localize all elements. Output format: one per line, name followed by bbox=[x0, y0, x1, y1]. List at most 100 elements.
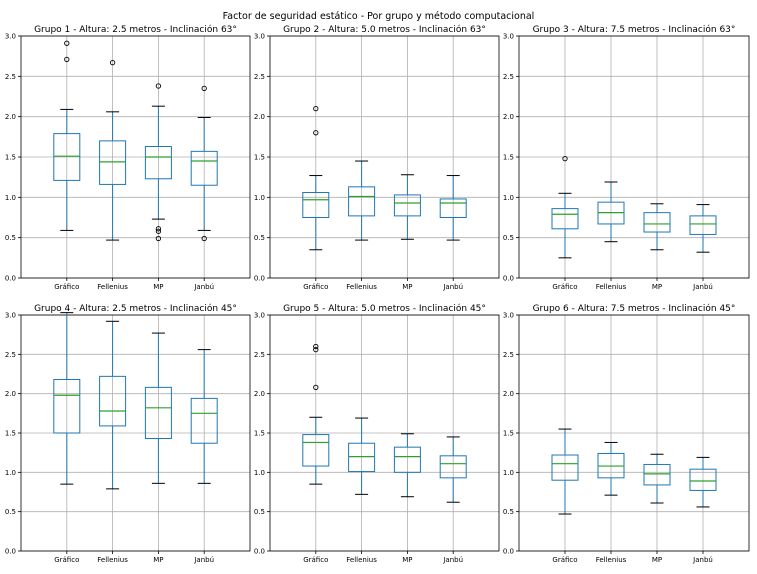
y-tick-label: 1.5 bbox=[254, 430, 265, 438]
iqr-box bbox=[190, 150, 218, 186]
y-tick-label: 0.0 bbox=[5, 275, 16, 283]
iqr-box bbox=[393, 194, 421, 217]
panel-3: Grupo 3 - Altura: 7.5 metros - Inclinaci… bbox=[503, 24, 750, 291]
box-gráfico bbox=[551, 155, 579, 259]
y-tick-label: 1.5 bbox=[254, 154, 265, 162]
y-tick-label: 1.0 bbox=[503, 194, 514, 202]
y-tick-label: 2.0 bbox=[503, 113, 514, 121]
y-tick-label: 0.0 bbox=[254, 275, 265, 283]
panel-title: Grupo 4 - Altura: 2.5 metros - Inclinaci… bbox=[34, 303, 237, 314]
outlier-point bbox=[201, 235, 207, 242]
panel-frame bbox=[518, 314, 750, 552]
outlier-point bbox=[313, 346, 319, 353]
y-tick-label: 3.0 bbox=[5, 33, 16, 41]
panel-title: Grupo 1 - Altura: 2.5 metros - Inclinaci… bbox=[34, 24, 237, 35]
y-tick-label: 2.5 bbox=[254, 73, 265, 81]
y-tick-label: 3.0 bbox=[254, 312, 265, 320]
y-tick-label: 0.5 bbox=[503, 508, 514, 516]
x-tick-label: MP bbox=[402, 283, 412, 291]
box-fellenius bbox=[348, 417, 376, 495]
iqr-box bbox=[348, 442, 376, 473]
outlier-point bbox=[155, 228, 162, 234]
iqr-box bbox=[144, 386, 172, 440]
box-fellenius bbox=[99, 59, 127, 241]
box-janbú bbox=[689, 204, 717, 253]
iqr-box bbox=[53, 133, 81, 181]
outlier-point bbox=[64, 56, 70, 63]
panel-title: Grupo 6 - Altura: 7.5 metros - Inclinaci… bbox=[533, 303, 736, 314]
y-tick-label: 0.5 bbox=[5, 234, 16, 242]
figure-title: Factor de seguridad estático - Por grupo… bbox=[223, 11, 535, 22]
box-mp bbox=[393, 174, 421, 240]
panel-frame bbox=[269, 314, 500, 552]
x-tick-label: Fellenius bbox=[346, 283, 377, 291]
y-tick-label: 3.0 bbox=[503, 33, 514, 41]
y-tick-label: 3.0 bbox=[254, 33, 265, 41]
outlier-point bbox=[201, 85, 207, 92]
outlier-point bbox=[64, 40, 70, 46]
iqr-box bbox=[551, 454, 579, 481]
box-gráfico bbox=[53, 40, 81, 231]
y-tick-label: 2.5 bbox=[5, 351, 16, 359]
panel-title: Grupo 3 - Altura: 7.5 metros - Inclinaci… bbox=[533, 24, 736, 35]
outlier-point bbox=[313, 105, 319, 112]
x-tick-label: Janbú bbox=[442, 283, 463, 291]
x-tick-label: MP bbox=[402, 556, 412, 564]
panel-2: Grupo 2 - Altura: 5.0 metros - Inclinaci… bbox=[254, 24, 500, 291]
iqr-box bbox=[190, 397, 218, 444]
outlier-point bbox=[313, 343, 319, 350]
panel-frame bbox=[269, 35, 500, 279]
y-tick-label: 2.0 bbox=[254, 113, 265, 121]
panels: Grupo 1 - Altura: 2.5 metros - Inclinaci… bbox=[5, 24, 750, 564]
y-tick-label: 2.5 bbox=[503, 351, 514, 359]
y-tick-label: 2.0 bbox=[254, 390, 265, 398]
x-tick-label: Gráfico bbox=[54, 283, 79, 291]
iqr-box bbox=[302, 191, 330, 218]
y-tick-label: 2.5 bbox=[503, 73, 514, 81]
y-tick-label: 1.5 bbox=[5, 154, 16, 162]
x-tick-label: Gráfico bbox=[552, 283, 577, 291]
y-tick-label: 2.0 bbox=[5, 113, 16, 121]
y-tick-label: 0.5 bbox=[254, 234, 265, 242]
x-tick-label: MP bbox=[652, 283, 662, 291]
iqr-box bbox=[99, 140, 127, 185]
outlier-point bbox=[562, 155, 568, 162]
iqr-box bbox=[551, 208, 579, 230]
y-tick-label: 1.0 bbox=[503, 469, 514, 477]
box-mp bbox=[643, 453, 671, 504]
panel-5: Grupo 5 - Altura: 5.0 metros - Inclinaci… bbox=[254, 303, 500, 564]
iqr-box bbox=[643, 212, 671, 233]
y-tick-label: 0.5 bbox=[5, 508, 16, 516]
iqr-box bbox=[144, 146, 172, 180]
x-tick-label: Gráfico bbox=[303, 556, 328, 564]
x-tick-label: Gráfico bbox=[552, 556, 577, 564]
panel-title: Grupo 2 - Altura: 5.0 metros - Inclinaci… bbox=[283, 24, 486, 35]
y-tick-label: 2.5 bbox=[5, 73, 16, 81]
x-tick-label: MP bbox=[153, 556, 163, 564]
y-tick-label: 2.0 bbox=[5, 390, 16, 398]
panel-6: Grupo 6 - Altura: 7.5 metros - Inclinaci… bbox=[503, 303, 750, 564]
panel-4: Grupo 4 - Altura: 2.5 metros - Inclinaci… bbox=[5, 303, 251, 564]
y-tick-label: 0.5 bbox=[503, 234, 514, 242]
iqr-box bbox=[99, 375, 127, 427]
y-tick-label: 1.0 bbox=[5, 469, 16, 477]
x-tick-label: Janbú bbox=[442, 556, 463, 564]
iqr-box bbox=[53, 379, 81, 434]
iqr-box bbox=[643, 463, 671, 486]
iqr-box bbox=[689, 215, 717, 235]
box-gráfico bbox=[302, 105, 330, 251]
box-mp bbox=[144, 332, 172, 484]
y-tick-label: 1.0 bbox=[254, 194, 265, 202]
box-fellenius bbox=[348, 160, 376, 241]
y-tick-label: 1.0 bbox=[254, 469, 265, 477]
x-tick-label: Fellenius bbox=[97, 283, 128, 291]
x-tick-label: Fellenius bbox=[346, 556, 377, 564]
box-janbú bbox=[190, 85, 218, 242]
outlier-point bbox=[155, 226, 162, 232]
y-tick-label: 1.0 bbox=[5, 194, 16, 202]
panel-1: Grupo 1 - Altura: 2.5 metros - Inclinaci… bbox=[5, 24, 251, 291]
panel-frame bbox=[20, 314, 251, 552]
box-mp bbox=[643, 203, 671, 251]
y-tick-label: 0.0 bbox=[5, 548, 16, 556]
